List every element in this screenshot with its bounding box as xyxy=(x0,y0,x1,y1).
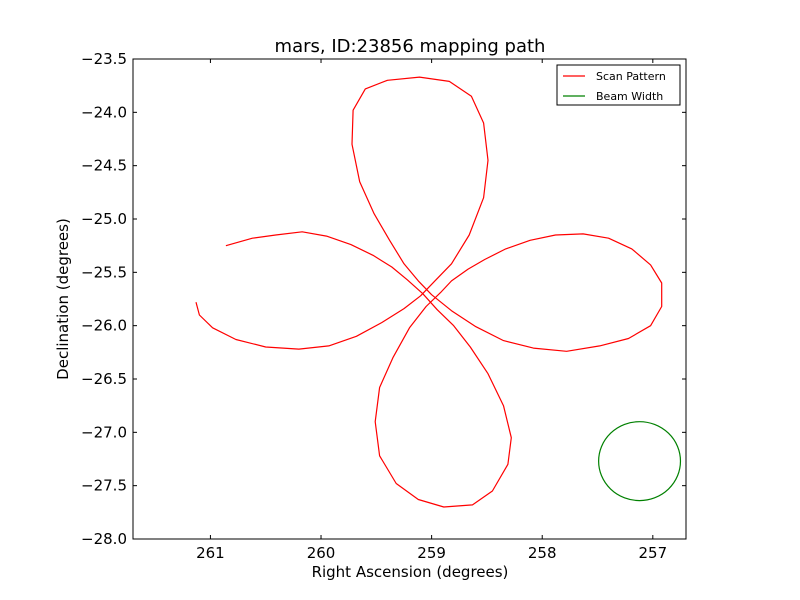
scan-pattern-line xyxy=(195,76,663,508)
y-tick-label: −27.0 xyxy=(81,423,127,441)
y-tick-label: −28.0 xyxy=(81,530,127,548)
y-axis-label: Declination (degrees) xyxy=(54,218,72,380)
legend-label-beam-width: Beam Width xyxy=(596,90,663,103)
y-tick-label: −25.5 xyxy=(81,263,127,281)
legend-label-scan-pattern: Scan Pattern xyxy=(596,70,666,83)
x-tick-label: 261 xyxy=(196,544,225,562)
plot-area xyxy=(133,59,686,539)
chart-title: mars, ID:23856 mapping path xyxy=(275,36,546,57)
series-layer xyxy=(195,76,682,508)
y-tick-label: −25.0 xyxy=(81,210,127,228)
x-axis-label: Right Ascension (degrees) xyxy=(312,563,509,581)
y-axis: −23.5 −24.0 −24.5 −25.0 −25.5 −26.0 −26.5 −27.0… xyxy=(81,50,686,548)
beam-width-circle xyxy=(598,421,682,502)
y-tick-label: −23.5 xyxy=(81,50,127,68)
x-tick-label: 260 xyxy=(307,544,336,562)
y-tick-label: −24.5 xyxy=(81,157,127,175)
x-tick-label: 259 xyxy=(417,544,446,562)
legend-box xyxy=(556,64,681,106)
y-tick-label: −26.5 xyxy=(81,370,127,388)
legend: Scan Pattern Beam Width xyxy=(556,64,681,106)
y-tick-label: −27.5 xyxy=(81,477,127,495)
plot-frame xyxy=(132,58,687,540)
x-tick-label: 257 xyxy=(638,544,667,562)
x-tick-label: 258 xyxy=(528,544,557,562)
y-tick-label: −24.0 xyxy=(81,103,127,121)
x-axis: 261 260 259 258 257 xyxy=(196,59,667,562)
y-tick-label: −26.0 xyxy=(81,317,127,335)
plot-background xyxy=(133,59,686,539)
